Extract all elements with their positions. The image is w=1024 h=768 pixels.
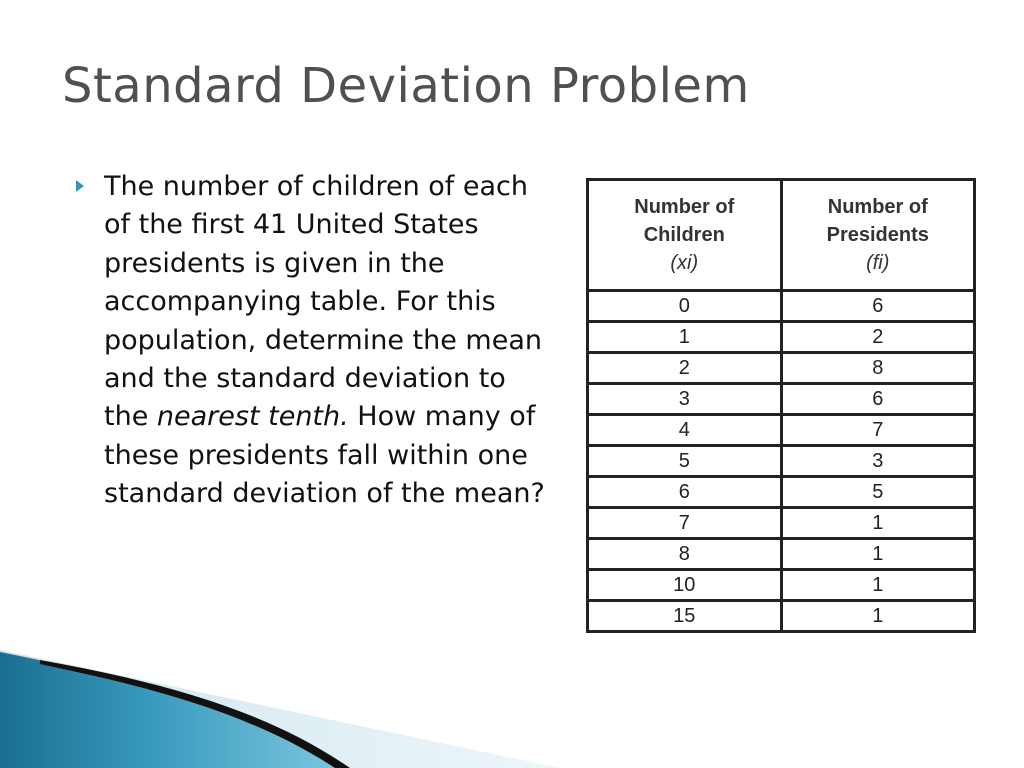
cell-presidents: 1 bbox=[779, 568, 976, 602]
column-header-presidents-line1: Number of bbox=[827, 196, 928, 218]
cell-children: 8 bbox=[586, 537, 783, 571]
cell-children: 1 bbox=[586, 320, 783, 354]
cell-presidents: 1 bbox=[779, 599, 976, 633]
table-row: 10 1 bbox=[586, 568, 976, 602]
cell-presidents: 1 bbox=[779, 506, 976, 540]
column-header-children-symbol: (xi) bbox=[670, 252, 699, 274]
cell-presidents: 7 bbox=[779, 413, 976, 447]
problem-text-emphasis: nearest tenth. bbox=[156, 401, 349, 433]
cell-children: 5 bbox=[586, 444, 783, 478]
cell-children: 2 bbox=[586, 351, 783, 385]
slide-title: Standard Deviation Problem bbox=[62, 58, 750, 114]
wave-blue-band bbox=[0, 652, 340, 768]
cell-children: 10 bbox=[586, 568, 783, 602]
table-row: 15 1 bbox=[586, 599, 976, 633]
column-header-children: Number of Children (xi) bbox=[586, 178, 783, 292]
cell-children: 3 bbox=[586, 382, 783, 416]
cell-children: 15 bbox=[586, 599, 783, 633]
problem-text-part2: How many of these presidents fall within… bbox=[104, 401, 545, 510]
cell-children: 0 bbox=[586, 289, 783, 323]
column-header-presidents: Number of Presidents (fi) bbox=[779, 178, 976, 292]
cell-presidents: 1 bbox=[779, 537, 976, 571]
cell-children: 7 bbox=[586, 506, 783, 540]
column-header-children-line1: Number of bbox=[634, 196, 735, 218]
cell-presidents: 2 bbox=[779, 320, 976, 354]
table-header-row: Number of Children (xi) Number of Presid… bbox=[586, 178, 976, 292]
frequency-table: Number of Children (xi) Number of Presid… bbox=[586, 178, 976, 633]
column-header-children-line2: Children bbox=[643, 224, 725, 246]
cell-children: 6 bbox=[586, 475, 783, 509]
column-header-presidents-line2: Presidents bbox=[826, 224, 929, 246]
cell-presidents: 5 bbox=[779, 475, 976, 509]
problem-text-part1: The number of children of each of the fi… bbox=[104, 171, 542, 433]
bullet-list-item: The number of children of each of the fi… bbox=[76, 168, 546, 514]
cell-presidents: 3 bbox=[779, 444, 976, 478]
problem-text: The number of children of each of the fi… bbox=[104, 168, 546, 514]
column-header-presidents-symbol: (fi) bbox=[866, 252, 890, 274]
cell-presidents: 6 bbox=[779, 289, 976, 323]
cell-children: 4 bbox=[586, 413, 783, 447]
wave-light-band bbox=[0, 650, 560, 768]
cell-presidents: 8 bbox=[779, 351, 976, 385]
triangle-bullet-icon bbox=[76, 180, 84, 192]
cell-presidents: 6 bbox=[779, 382, 976, 416]
wave-dark-stroke bbox=[40, 660, 350, 768]
